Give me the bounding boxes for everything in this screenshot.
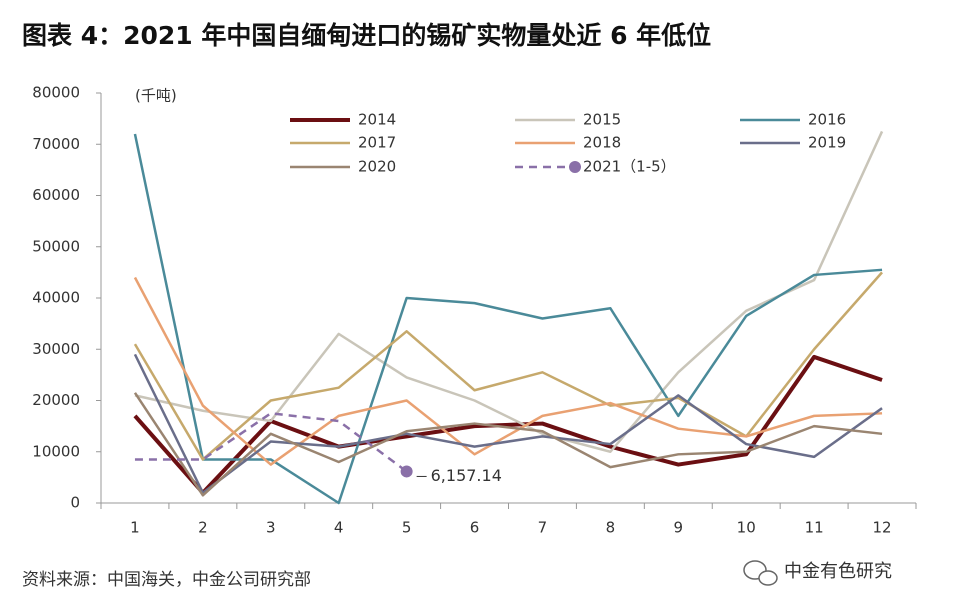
y-tick-label: 80000: [32, 84, 80, 102]
series-line: [134, 412, 408, 473]
x-tick-label: 5: [402, 519, 412, 537]
chart-title: 图表 4：2021 年中国自缅甸进口的锡矿实物量处近 6 年低位: [22, 21, 711, 50]
series-line: [133, 276, 883, 466]
series-line: [133, 133, 883, 505]
legend-marker: [569, 161, 581, 173]
legend-label: 2018: [583, 134, 621, 152]
series-line: [133, 354, 883, 495]
x-tick-label: 11: [805, 519, 824, 537]
source: 资料来源：中国海关，中金公司研究部: [22, 570, 311, 590]
y-tick-label: 40000: [32, 289, 80, 307]
watermark: 中金有色研究: [784, 561, 892, 582]
end-marker: [400, 465, 413, 478]
legend-label: 2021（1-5）: [583, 158, 676, 176]
y-tick-label: 50000: [32, 237, 80, 255]
x-tick-label: 12: [872, 519, 891, 537]
y-tick-label: 10000: [32, 442, 80, 460]
y-tick-label: 20000: [32, 391, 80, 409]
x-tick-label: 3: [266, 519, 276, 537]
legend-label: 2015: [583, 111, 621, 129]
x-tick-label: 6: [470, 519, 480, 537]
y-tick-label: 70000: [32, 135, 80, 153]
x-tick-label: 10: [737, 519, 756, 537]
x-tick-label: 9: [674, 519, 684, 537]
series-line: [133, 271, 883, 461]
x-tick-label: 8: [606, 519, 616, 537]
x-tick-label: 2: [198, 519, 208, 537]
y-tick-label: 0: [70, 494, 80, 512]
wechat-icon: [743, 560, 778, 586]
legend-label: 2014: [358, 111, 396, 129]
legend-label: 2019: [808, 134, 846, 152]
legend-label: 2016: [808, 111, 846, 129]
x-tick-label: 4: [334, 519, 344, 537]
series-line: [133, 392, 883, 497]
legend-label: 2020: [358, 158, 396, 176]
x-tick-label: 7: [538, 519, 548, 537]
series-line: [134, 130, 884, 453]
x-tick-label: 1: [130, 519, 140, 537]
legend-label: 2017: [358, 134, 396, 152]
y-tick-label: 60000: [32, 186, 80, 204]
y-tick-label: 30000: [32, 340, 80, 358]
data-label: 6,157.14: [431, 466, 502, 485]
y-axis-unit: (千吨): [135, 87, 177, 105]
